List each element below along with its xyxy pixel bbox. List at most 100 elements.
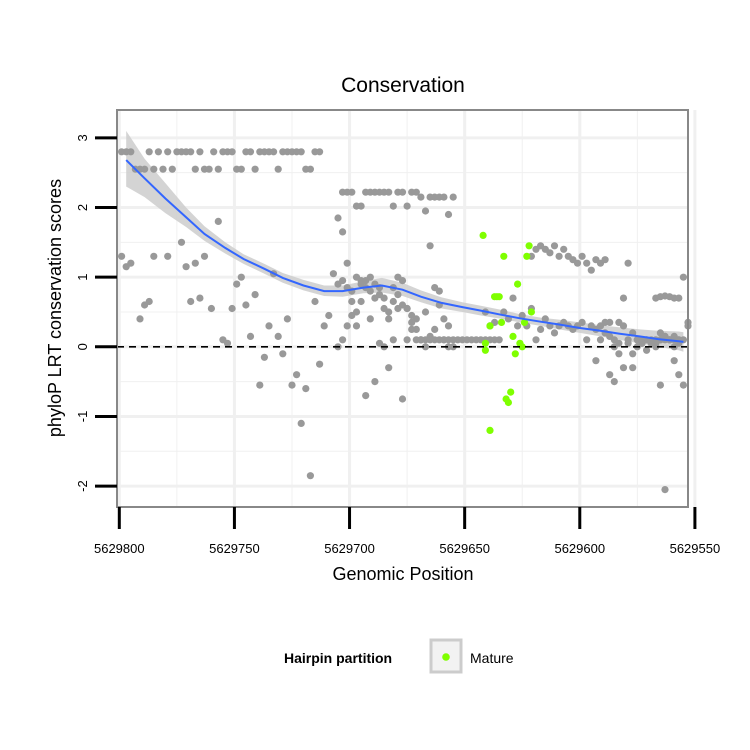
data-point-other bbox=[145, 148, 153, 156]
data-point-other bbox=[578, 318, 586, 326]
data-point-mature bbox=[504, 398, 512, 407]
data-point-other bbox=[444, 210, 453, 219]
data-point-other bbox=[385, 364, 393, 372]
data-point-other bbox=[578, 252, 586, 260]
x-axis: 5629800 5629750 5629700 5629650 5629600 56295… bbox=[94, 507, 720, 556]
data-point-other bbox=[223, 339, 232, 347]
data-point-other bbox=[339, 277, 347, 285]
data-point-mature bbox=[520, 318, 529, 326]
data-point-other bbox=[421, 207, 430, 215]
data-point-mature bbox=[514, 280, 522, 288]
data-point-other bbox=[656, 381, 665, 389]
plot-panel bbox=[116, 109, 697, 508]
data-point-other bbox=[306, 472, 314, 480]
data-point-other bbox=[550, 329, 559, 337]
y-tick-label: 0 bbox=[75, 343, 90, 350]
data-point-other bbox=[610, 378, 618, 386]
data-point-other bbox=[288, 381, 296, 389]
data-point-other bbox=[601, 256, 609, 264]
data-point-other bbox=[615, 339, 623, 347]
data-point-mature bbox=[495, 293, 503, 301]
data-point-other bbox=[398, 188, 407, 196]
data-point-other bbox=[207, 304, 215, 313]
data-point-other bbox=[283, 315, 291, 323]
y-axis-title: phyloP LRT conservation scores bbox=[45, 179, 65, 437]
data-point-other bbox=[260, 353, 268, 361]
data-point-other bbox=[514, 322, 522, 330]
confidence-band bbox=[126, 130, 684, 352]
data-point-other bbox=[583, 259, 591, 267]
chart-title: Conservation bbox=[341, 74, 465, 97]
data-point-other bbox=[339, 336, 347, 344]
data-point-other bbox=[440, 315, 448, 323]
data-point-other bbox=[366, 287, 374, 295]
data-point-other bbox=[583, 336, 591, 344]
data-point-other bbox=[205, 165, 213, 173]
data-point-other bbox=[168, 165, 176, 173]
data-point-other bbox=[412, 188, 420, 196]
data-point-other bbox=[435, 287, 443, 295]
data-point-other bbox=[187, 148, 195, 156]
data-point-other bbox=[421, 308, 430, 316]
data-point-other bbox=[417, 193, 425, 201]
data-point-other bbox=[560, 245, 568, 253]
data-point-other bbox=[325, 311, 333, 320]
data-point-other bbox=[426, 242, 434, 250]
data-point-other bbox=[191, 259, 199, 267]
data-point-other bbox=[615, 318, 623, 326]
data-point-other bbox=[661, 486, 669, 494]
data-point-other bbox=[366, 273, 374, 281]
x-axis-title: Genomic Position bbox=[332, 564, 473, 584]
data-point-other bbox=[200, 252, 209, 260]
data-point-other bbox=[334, 214, 342, 222]
data-point-other bbox=[573, 259, 582, 267]
y-tick-label: -2 bbox=[75, 480, 90, 492]
data-point-other bbox=[629, 364, 637, 372]
data-point-other bbox=[389, 202, 397, 210]
data-point-other bbox=[242, 301, 250, 309]
data-point-mature bbox=[500, 252, 508, 260]
data-point-other bbox=[164, 148, 172, 156]
panel-border bbox=[116, 109, 689, 508]
data-point-mature bbox=[507, 388, 515, 396]
data-point-mature bbox=[518, 343, 526, 351]
data-point-other bbox=[619, 364, 628, 372]
data-point-other bbox=[555, 252, 563, 260]
y-axis: 3 2 1 0 -1 -2 bbox=[75, 134, 117, 492]
legend-label-mature: Mature bbox=[470, 650, 514, 666]
smooth-line bbox=[125, 159, 684, 343]
data-point-other bbox=[251, 165, 259, 173]
data-point-other bbox=[302, 385, 310, 393]
data-point-other bbox=[629, 350, 637, 358]
data-point-mature bbox=[486, 426, 494, 434]
data-point-other bbox=[449, 193, 457, 201]
data-point-mature bbox=[511, 350, 519, 358]
data-point-other bbox=[311, 297, 319, 306]
data-point-mature bbox=[525, 242, 533, 250]
data-point-other bbox=[316, 148, 324, 156]
data-point-other bbox=[440, 193, 448, 201]
data-point-other bbox=[343, 259, 351, 267]
data-point-other bbox=[592, 357, 600, 365]
data-point-other bbox=[187, 297, 195, 306]
data-point-other bbox=[210, 148, 218, 156]
data-point-other bbox=[182, 263, 190, 271]
data-point-other bbox=[352, 322, 361, 330]
data-point-other bbox=[371, 378, 379, 386]
data-point-other bbox=[408, 311, 416, 320]
y-tick-label: 2 bbox=[75, 204, 90, 211]
x-tick-label: 5629700 bbox=[324, 541, 375, 556]
legend-title: Hairpin partition bbox=[284, 650, 392, 666]
data-point-other bbox=[398, 395, 407, 403]
data-point-other bbox=[159, 165, 167, 173]
data-point-other bbox=[233, 280, 241, 288]
x-tick-label: 5629800 bbox=[94, 541, 145, 556]
data-point-other bbox=[357, 202, 365, 210]
data-point-other bbox=[154, 148, 162, 156]
data-point-other bbox=[237, 273, 245, 281]
data-point-other bbox=[500, 308, 508, 316]
data-point-other bbox=[274, 332, 282, 340]
data-point-other bbox=[408, 325, 416, 333]
data-point-other bbox=[403, 202, 411, 210]
data-point-other bbox=[256, 381, 264, 389]
